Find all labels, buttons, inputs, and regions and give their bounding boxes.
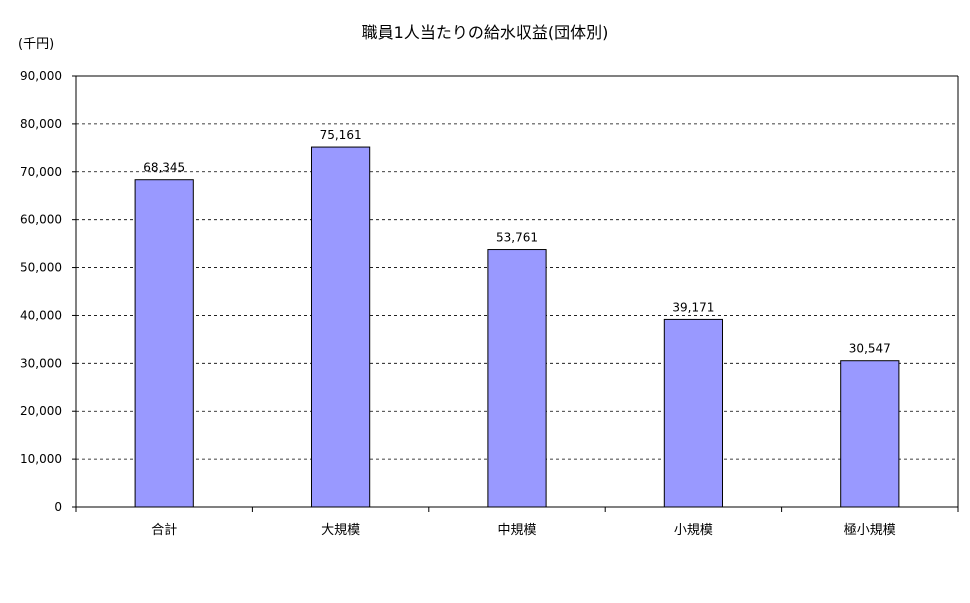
y-tick-label: 70,000 [20, 165, 62, 179]
data-label: 68,345 [143, 161, 185, 175]
bar [663, 318, 724, 508]
bar [310, 146, 371, 508]
data-label: 53,761 [496, 231, 538, 245]
data-label: 30,547 [849, 342, 891, 356]
y-tick-label: 40,000 [20, 308, 62, 322]
axes [72, 75, 959, 512]
y-tick-label: 30,000 [20, 356, 62, 370]
bar [134, 179, 194, 508]
x-category-label: 中規模 [497, 523, 536, 538]
x-category-label: 極小規模 [844, 522, 896, 538]
y-axis-unit-label: (千円) [18, 37, 54, 52]
data-label: 39,171 [672, 300, 714, 314]
y-tick-label: 10,000 [20, 452, 62, 466]
y-tick-label: 20,000 [20, 404, 62, 418]
y-tick-label: 90,000 [20, 69, 62, 83]
y-tick-label: 50,000 [20, 261, 62, 275]
data-label: 75,161 [320, 128, 362, 142]
y-tick-label: 60,000 [20, 213, 62, 227]
y-tick-label: 80,000 [20, 117, 62, 131]
x-category-label: 小規模 [674, 523, 713, 538]
y-tick-label: 0 [54, 500, 62, 514]
chart-title: 職員1人当たりの給水収益(団体別) [362, 23, 609, 42]
bar [487, 249, 547, 508]
labels: 0 10,000 20,000 30,000 40,000 50,000 60,000 70,… [20, 69, 896, 538]
bars [134, 146, 900, 508]
bar [840, 360, 900, 508]
x-category-label: 合計 [151, 522, 177, 538]
x-category-label: 大規模 [321, 523, 360, 538]
